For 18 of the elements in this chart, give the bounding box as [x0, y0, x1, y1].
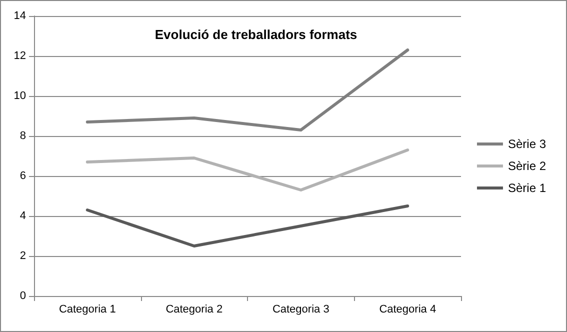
text: Evolució de treballadors formats [154, 27, 358, 42]
y-tick-label: 10 [14, 90, 26, 102]
legend-label: Sèrie 3 [508, 137, 546, 151]
legend-label: Sèrie 1 [508, 181, 546, 195]
y-tick-label: 0 [20, 290, 26, 302]
x-tick-label: Categoria 4 [379, 304, 436, 316]
y-tick-label: 2 [20, 250, 26, 262]
y-tick-label: 12 [14, 50, 26, 62]
legend-label: Sèrie 2 [508, 159, 546, 173]
x-tick-label: Categoria 3 [272, 304, 330, 316]
line-series [86, 204, 410, 248]
y-tick-label: 8 [20, 130, 26, 142]
y-tick-label: 6 [20, 170, 26, 182]
x-tick-label: Categoria 2 [166, 304, 223, 316]
y-tick-label: 14 [14, 10, 26, 22]
x-tick-label: Categoria 1 [58, 304, 116, 316]
line-series [86, 148, 410, 192]
y-tick-label: 4 [20, 210, 26, 222]
